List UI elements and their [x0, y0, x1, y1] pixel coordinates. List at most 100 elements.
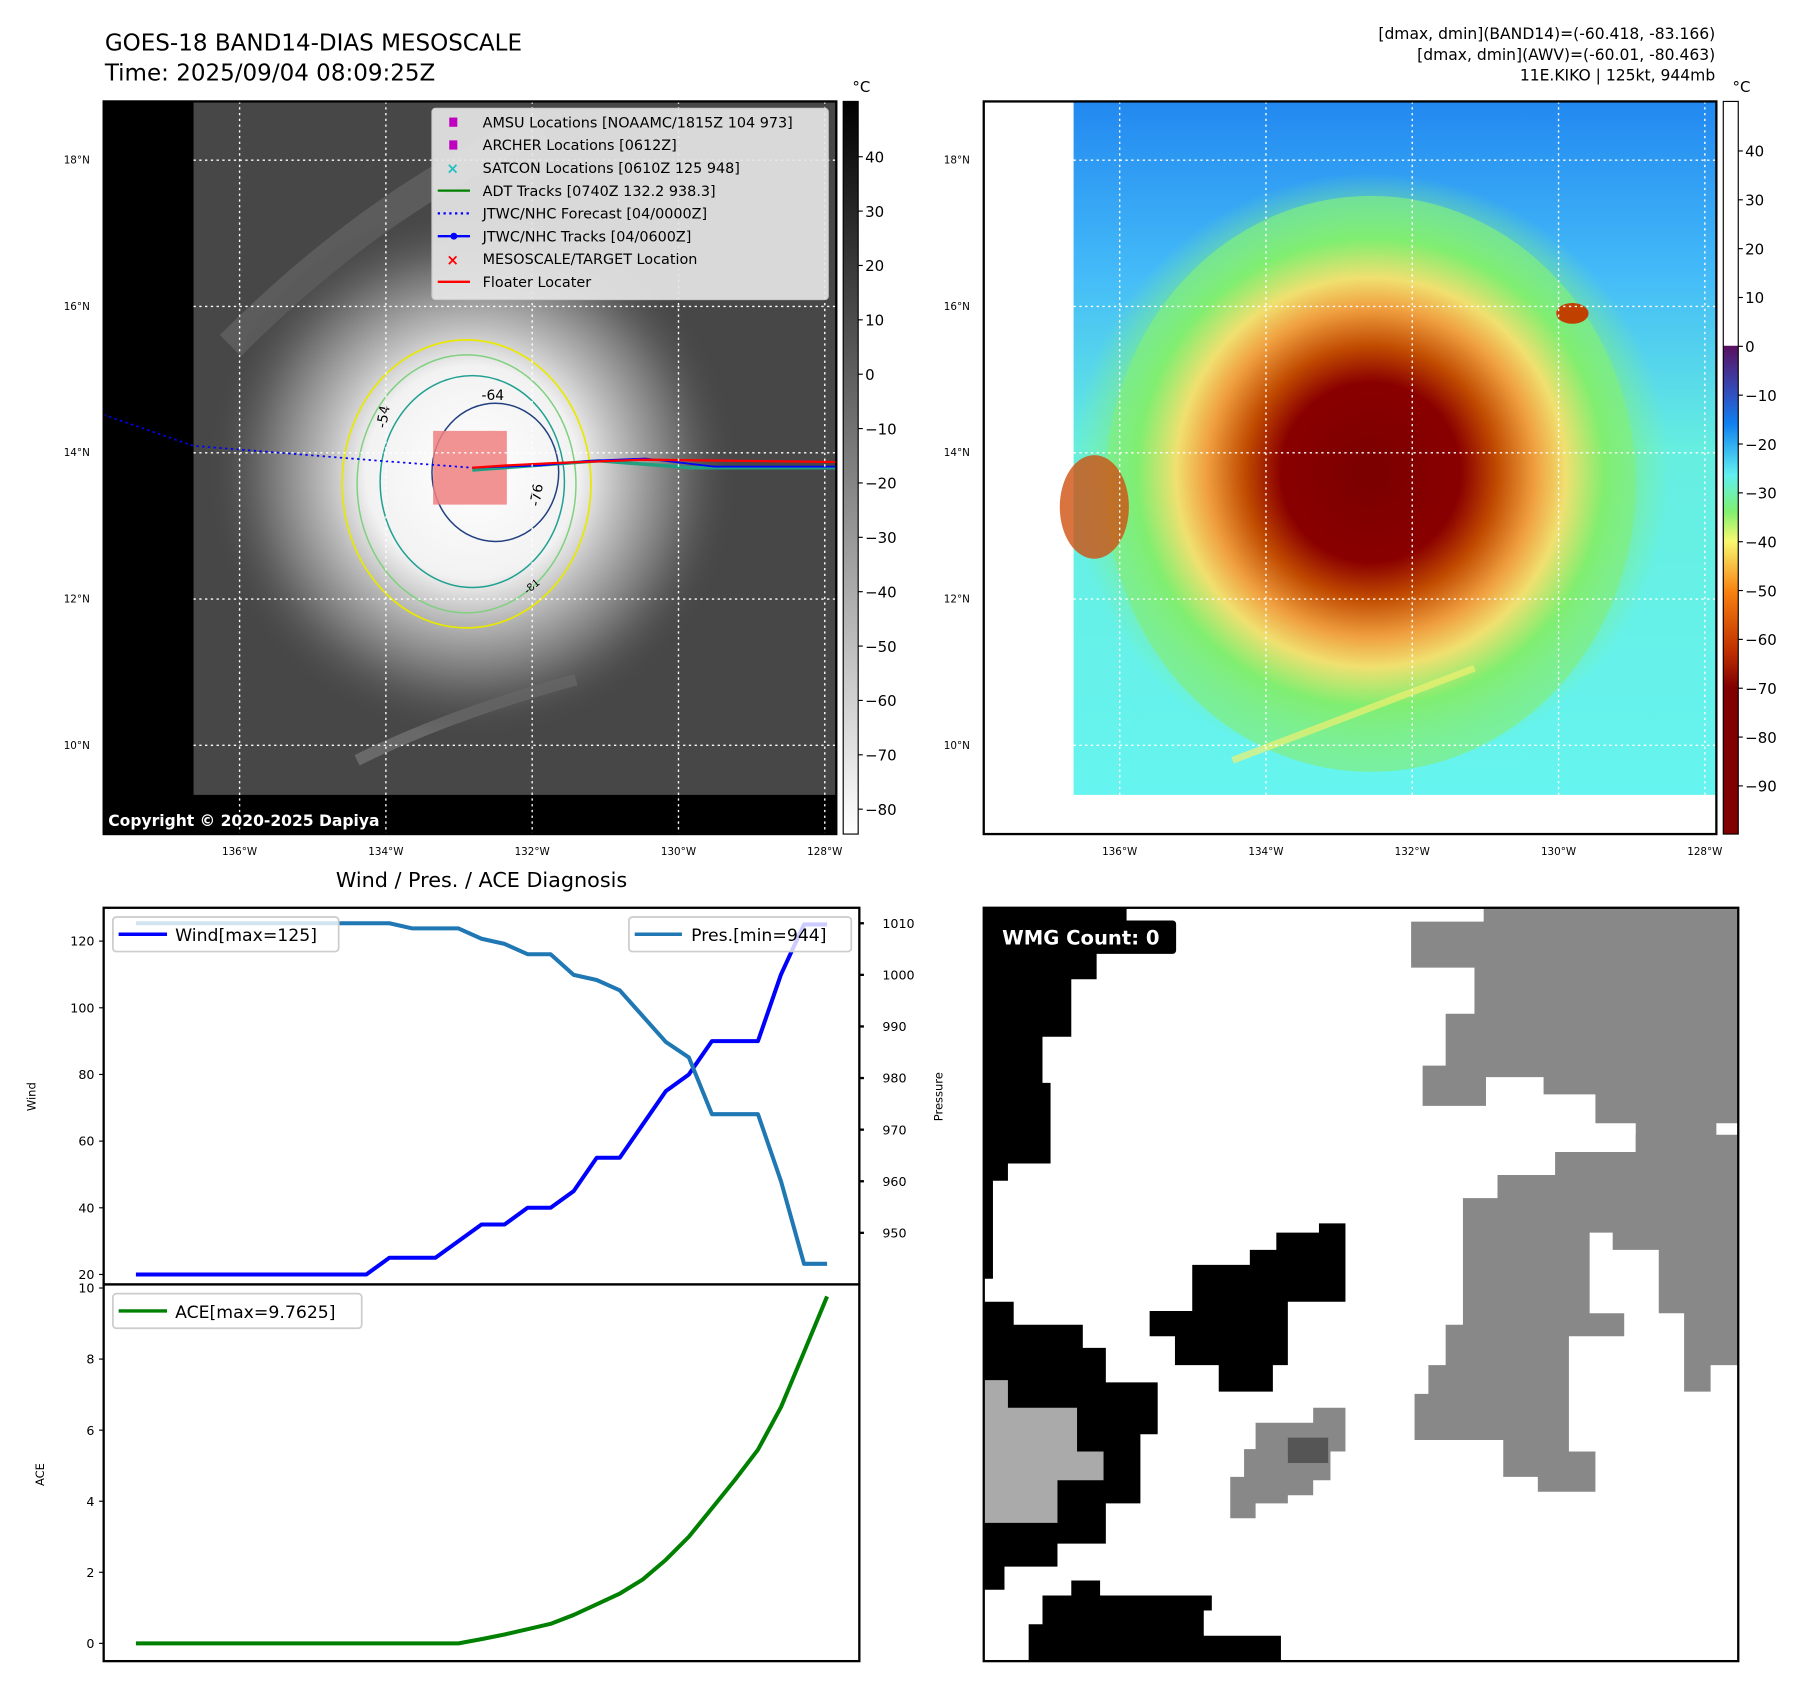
- lon-tick-label: 128°W: [807, 846, 842, 858]
- info-awv: [dmax, dmin](AWV)=(-60.01, -80.463): [1417, 46, 1715, 64]
- colorbar-unit: °C: [852, 78, 870, 96]
- y-tick-label: 20: [78, 1267, 94, 1282]
- colorbar-tick-label: −20: [1745, 436, 1777, 454]
- x-marker-icon: ×: [446, 251, 459, 269]
- y2-tick-label: 1010: [882, 916, 914, 931]
- lat-tick-label: 10°N: [944, 740, 970, 752]
- colorbar-tick-label: −70: [865, 747, 897, 765]
- colorbar-tick-label: −60: [1745, 631, 1777, 649]
- colorbar-tick-label: −90: [1745, 778, 1777, 796]
- square-marker-icon: [449, 117, 458, 127]
- colorbar-tick-label: 30: [1745, 192, 1764, 210]
- wmg-gray-region: [1230, 1407, 1346, 1519]
- colorbar-tick-label: −10: [865, 420, 897, 438]
- x-marker-icon: ×: [446, 160, 459, 178]
- lon-tick-label: 136°W: [1102, 846, 1137, 858]
- colorbar-tick-label: −50: [1745, 582, 1777, 600]
- lat-tick-label: 18°N: [64, 155, 90, 167]
- y2-tick-label: 970: [882, 1122, 906, 1137]
- figure-time: Time: 2025/09/04 08:09:25Z: [104, 61, 436, 87]
- legend-label: JTWC/NHC Forecast [04/0000Z]: [482, 207, 707, 223]
- colorbar-tick-label: 0: [865, 366, 875, 384]
- pressure-legend-label: Pres.[min=944]: [691, 926, 826, 946]
- y-tick-label: 80: [78, 1067, 94, 1082]
- lon-tick-label: 132°W: [1395, 846, 1430, 858]
- colorbar-tick-label: −60: [865, 692, 897, 710]
- y-tick-label: 2: [86, 1565, 94, 1580]
- lat-tick-label: 12°N: [64, 594, 90, 606]
- forecast-track: [103, 413, 473, 469]
- wmg-count-label: WMG Count: 0: [1002, 927, 1159, 950]
- wmg-panel: WMG Count: 0: [982, 906, 1740, 1663]
- y-tick-label: 100: [70, 1000, 94, 1015]
- y-tick-label: 8: [86, 1352, 94, 1367]
- contour-label: -54: [374, 404, 394, 429]
- wmg-lightgray-region: [983, 1380, 1104, 1523]
- y-tick-label: 4: [86, 1494, 94, 1509]
- lat-tick-label: 12°N: [944, 594, 970, 606]
- info-storm: 11E.KIKO | 125kt, 944mb: [1520, 67, 1716, 85]
- ace-axis-label: ACE: [33, 1463, 47, 1486]
- pressure-axis-label: Pressure: [931, 1072, 945, 1121]
- wmg-count-badge: [994, 920, 1177, 954]
- ace-legend-label: ACE[max=9.7625]: [175, 1303, 335, 1323]
- colorbar-tick-label: 20: [865, 257, 884, 275]
- lon-tick-label: 128°W: [1687, 846, 1722, 858]
- colorbar-color: °C 40 30 20 10 0 −10 −20 −30 −40 −50 −60 −70 −80 −90: [1722, 78, 1777, 835]
- y-tick-label: 10: [78, 1281, 94, 1296]
- lon-tick-label: 132°W: [515, 846, 550, 858]
- legend-label: AMSU Locations [NOAAMC/1815Z 104 973]: [483, 115, 793, 131]
- y2-tick-label: 990: [882, 1019, 906, 1034]
- wmg-black-region: [1028, 1580, 1281, 1662]
- dot-marker-icon: [450, 232, 458, 240]
- colorbar-tick-label: 10: [865, 312, 884, 330]
- legend-label: MESOSCALE/TARGET Location: [483, 252, 698, 268]
- wmg-black-region: [983, 907, 1127, 1279]
- ace-legend: ACE[max=9.7625]: [112, 1292, 363, 1330]
- wind-legend-label: Wind[max=125]: [175, 926, 317, 946]
- wmg-black-region: [1149, 1223, 1346, 1392]
- square-marker-icon: [449, 140, 458, 150]
- lat-tick-label: 10°N: [64, 740, 90, 752]
- wmg-gray-region: [1414, 1134, 1739, 1492]
- floater-track: [472, 458, 837, 469]
- colorbar-tick-label: 0: [1745, 338, 1755, 356]
- lat-tick-label: 14°N: [944, 447, 970, 459]
- colorbar-tick-label: 20: [1745, 240, 1764, 258]
- colorbar-tick-label: −40: [1745, 533, 1777, 551]
- diagnosis-chart: Wind / Pres. / ACE Diagnosis Wind Pressu…: [25, 868, 945, 1663]
- legend-label: ADT Tracks [0740Z 132.2 938.3]: [483, 184, 716, 200]
- colorbar-tick-label: −30: [865, 529, 897, 547]
- color-ir-map-panel: 18°N 16°N 14°N 12°N 10°N 136°W 134°W 132°W 130°W…: [944, 100, 1722, 858]
- colorbar-tick-label: −70: [1745, 680, 1777, 698]
- lat-tick-label: 16°N: [944, 301, 970, 313]
- y-tick-label: 120: [70, 934, 94, 949]
- lon-tick-label: 136°W: [222, 846, 257, 858]
- map-legend: AMSU Locations [NOAAMC/1815Z 104 973] ARC…: [431, 107, 829, 301]
- lon-tick-label: 134°W: [368, 846, 403, 858]
- lat-tick-label: 14°N: [64, 447, 90, 459]
- figure-title: GOES-18 BAND14-DIAS MESOSCALE: [105, 31, 522, 57]
- colorbar-grayscale: °C 40 30 20 10 0 −10 −20 −30 −40 −50 −60 −70 −80: [842, 78, 897, 835]
- y-tick-label: 0: [86, 1636, 94, 1651]
- legend-label: Floater Locater: [483, 275, 592, 291]
- colorbar-unit: °C: [1732, 78, 1750, 96]
- legend-label: SATCON Locations [0610Z 125 948]: [483, 161, 740, 177]
- colorbar-tick-label: 30: [865, 203, 884, 221]
- colorbar-tick-label: 40: [1745, 143, 1764, 161]
- colorbar-tick-label: −80: [1745, 729, 1777, 747]
- y2-tick-label: 1000: [882, 967, 914, 982]
- wind-legend: Wind[max=125]: [112, 916, 340, 953]
- lon-tick-label: 130°W: [661, 846, 696, 858]
- wmg-gray-region: [1411, 907, 1739, 1152]
- wind-axis-label: Wind: [25, 1082, 39, 1111]
- info-band14: [dmax, dmin](BAND14)=(-60.418, -83.166): [1378, 25, 1715, 43]
- chart-title: Wind / Pres. / ACE Diagnosis: [336, 868, 627, 892]
- lon-tick-label: 134°W: [1248, 846, 1283, 858]
- colorbar-tick-label: −40: [865, 583, 897, 601]
- y2-tick-label: 950: [882, 1225, 906, 1240]
- lon-tick-label: 130°W: [1541, 846, 1576, 858]
- y-tick-label: 60: [78, 1134, 94, 1149]
- colorbar-tick-label: 40: [865, 148, 884, 166]
